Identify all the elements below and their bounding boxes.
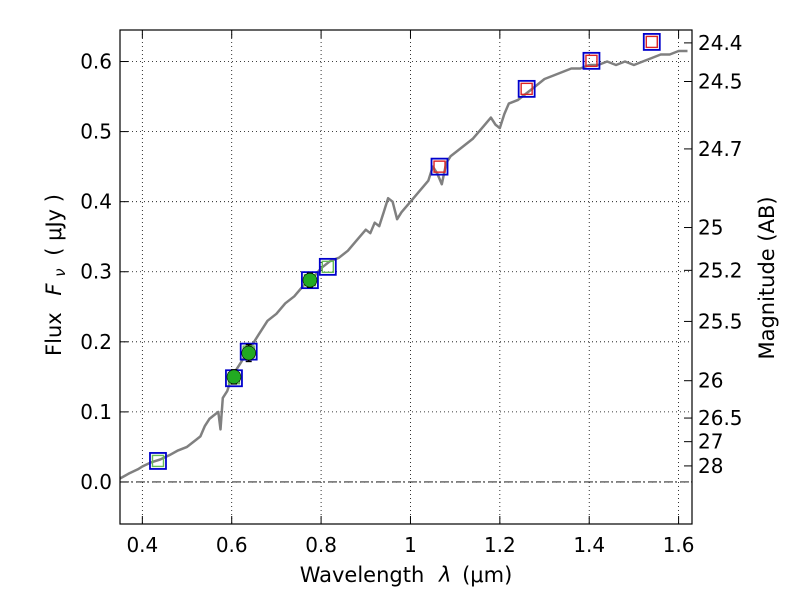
x-tick-label: 1.6 bbox=[663, 533, 695, 557]
model-flux-square bbox=[582, 51, 601, 70]
model-flux-square bbox=[517, 79, 536, 98]
y-axis-title-text: Flux bbox=[42, 312, 66, 356]
x-tick-label: 0.4 bbox=[126, 533, 158, 557]
model-flux-square bbox=[642, 33, 661, 51]
y2-tick-label: 25.5 bbox=[698, 309, 743, 333]
y2-tick-label: 24.7 bbox=[698, 137, 743, 161]
y2-tick-label: 24.4 bbox=[698, 31, 743, 55]
model-flux-square bbox=[318, 257, 337, 276]
observed-flux-point bbox=[241, 345, 256, 361]
filter-flux-square bbox=[321, 260, 334, 274]
grid bbox=[120, 30, 692, 524]
y-axis-title-unit: ( μJy ) bbox=[42, 194, 66, 256]
x-axis-title-symbol: λ bbox=[438, 563, 451, 587]
y2-tick-label: 25 bbox=[698, 216, 723, 240]
y-axis-title-symbol: F bbox=[42, 283, 66, 296]
y-tick-label: 0.5 bbox=[80, 120, 112, 144]
y-tick-label: 0.6 bbox=[80, 50, 112, 74]
x-tick-label: 1.2 bbox=[484, 533, 516, 557]
plot-series bbox=[119, 33, 688, 480]
x-axis-title: Wavelength λ (μm) bbox=[300, 563, 513, 587]
filter-flux-square bbox=[520, 82, 533, 96]
y-tick-label: 0.2 bbox=[80, 330, 112, 354]
model-spectrum-line bbox=[119, 49, 688, 480]
y-tick-label: 0.0 bbox=[80, 470, 112, 494]
tick-labels: 0.4 0.6 0.8 1 1.2 1.4 1.6 0.0 0.1 0.2 0.3 0.4 0.5 0.6… bbox=[80, 31, 742, 557]
filter-flux-square bbox=[151, 454, 165, 468]
x-tick-label: 1.4 bbox=[573, 533, 605, 557]
y2-tick-label: 28 bbox=[698, 454, 723, 478]
y2-axis-title: Magnitude (AB) bbox=[755, 196, 779, 359]
model-flux-square bbox=[301, 271, 319, 290]
model-flux-square bbox=[430, 157, 449, 176]
y-axis-title: Flux F ν ( μJy ) bbox=[42, 194, 70, 356]
y2-tick-label: 24.5 bbox=[698, 70, 743, 94]
filter-flux-square bbox=[645, 35, 658, 49]
plot-frame bbox=[119, 29, 693, 525]
x-axis-title-unit: (μm) bbox=[462, 563, 512, 587]
y2-tick-label: 26 bbox=[698, 369, 723, 393]
filter-flux-square bbox=[585, 54, 598, 68]
observed-flux-point bbox=[302, 272, 318, 288]
axis-ticks bbox=[120, 30, 692, 524]
x-tick-label: 1 bbox=[404, 533, 417, 557]
x-axis-title-text: Wavelength bbox=[300, 563, 425, 587]
x-tick-label: 0.8 bbox=[305, 533, 337, 557]
y-tick-label: 0.1 bbox=[80, 400, 112, 424]
x-tick-label: 0.6 bbox=[216, 533, 248, 557]
filter-flux-square bbox=[433, 160, 446, 173]
y-axis-title-subscript: ν bbox=[51, 268, 69, 276]
y-tick-label: 0.3 bbox=[80, 260, 112, 284]
y2-tick-label: 27 bbox=[698, 430, 723, 454]
y-tick-label: 0.4 bbox=[80, 190, 112, 214]
y2-tick-label: 26.5 bbox=[698, 406, 743, 430]
model-flux-square bbox=[149, 452, 167, 470]
observed-flux-point bbox=[226, 369, 242, 385]
y2-tick-label: 25.2 bbox=[698, 258, 743, 282]
